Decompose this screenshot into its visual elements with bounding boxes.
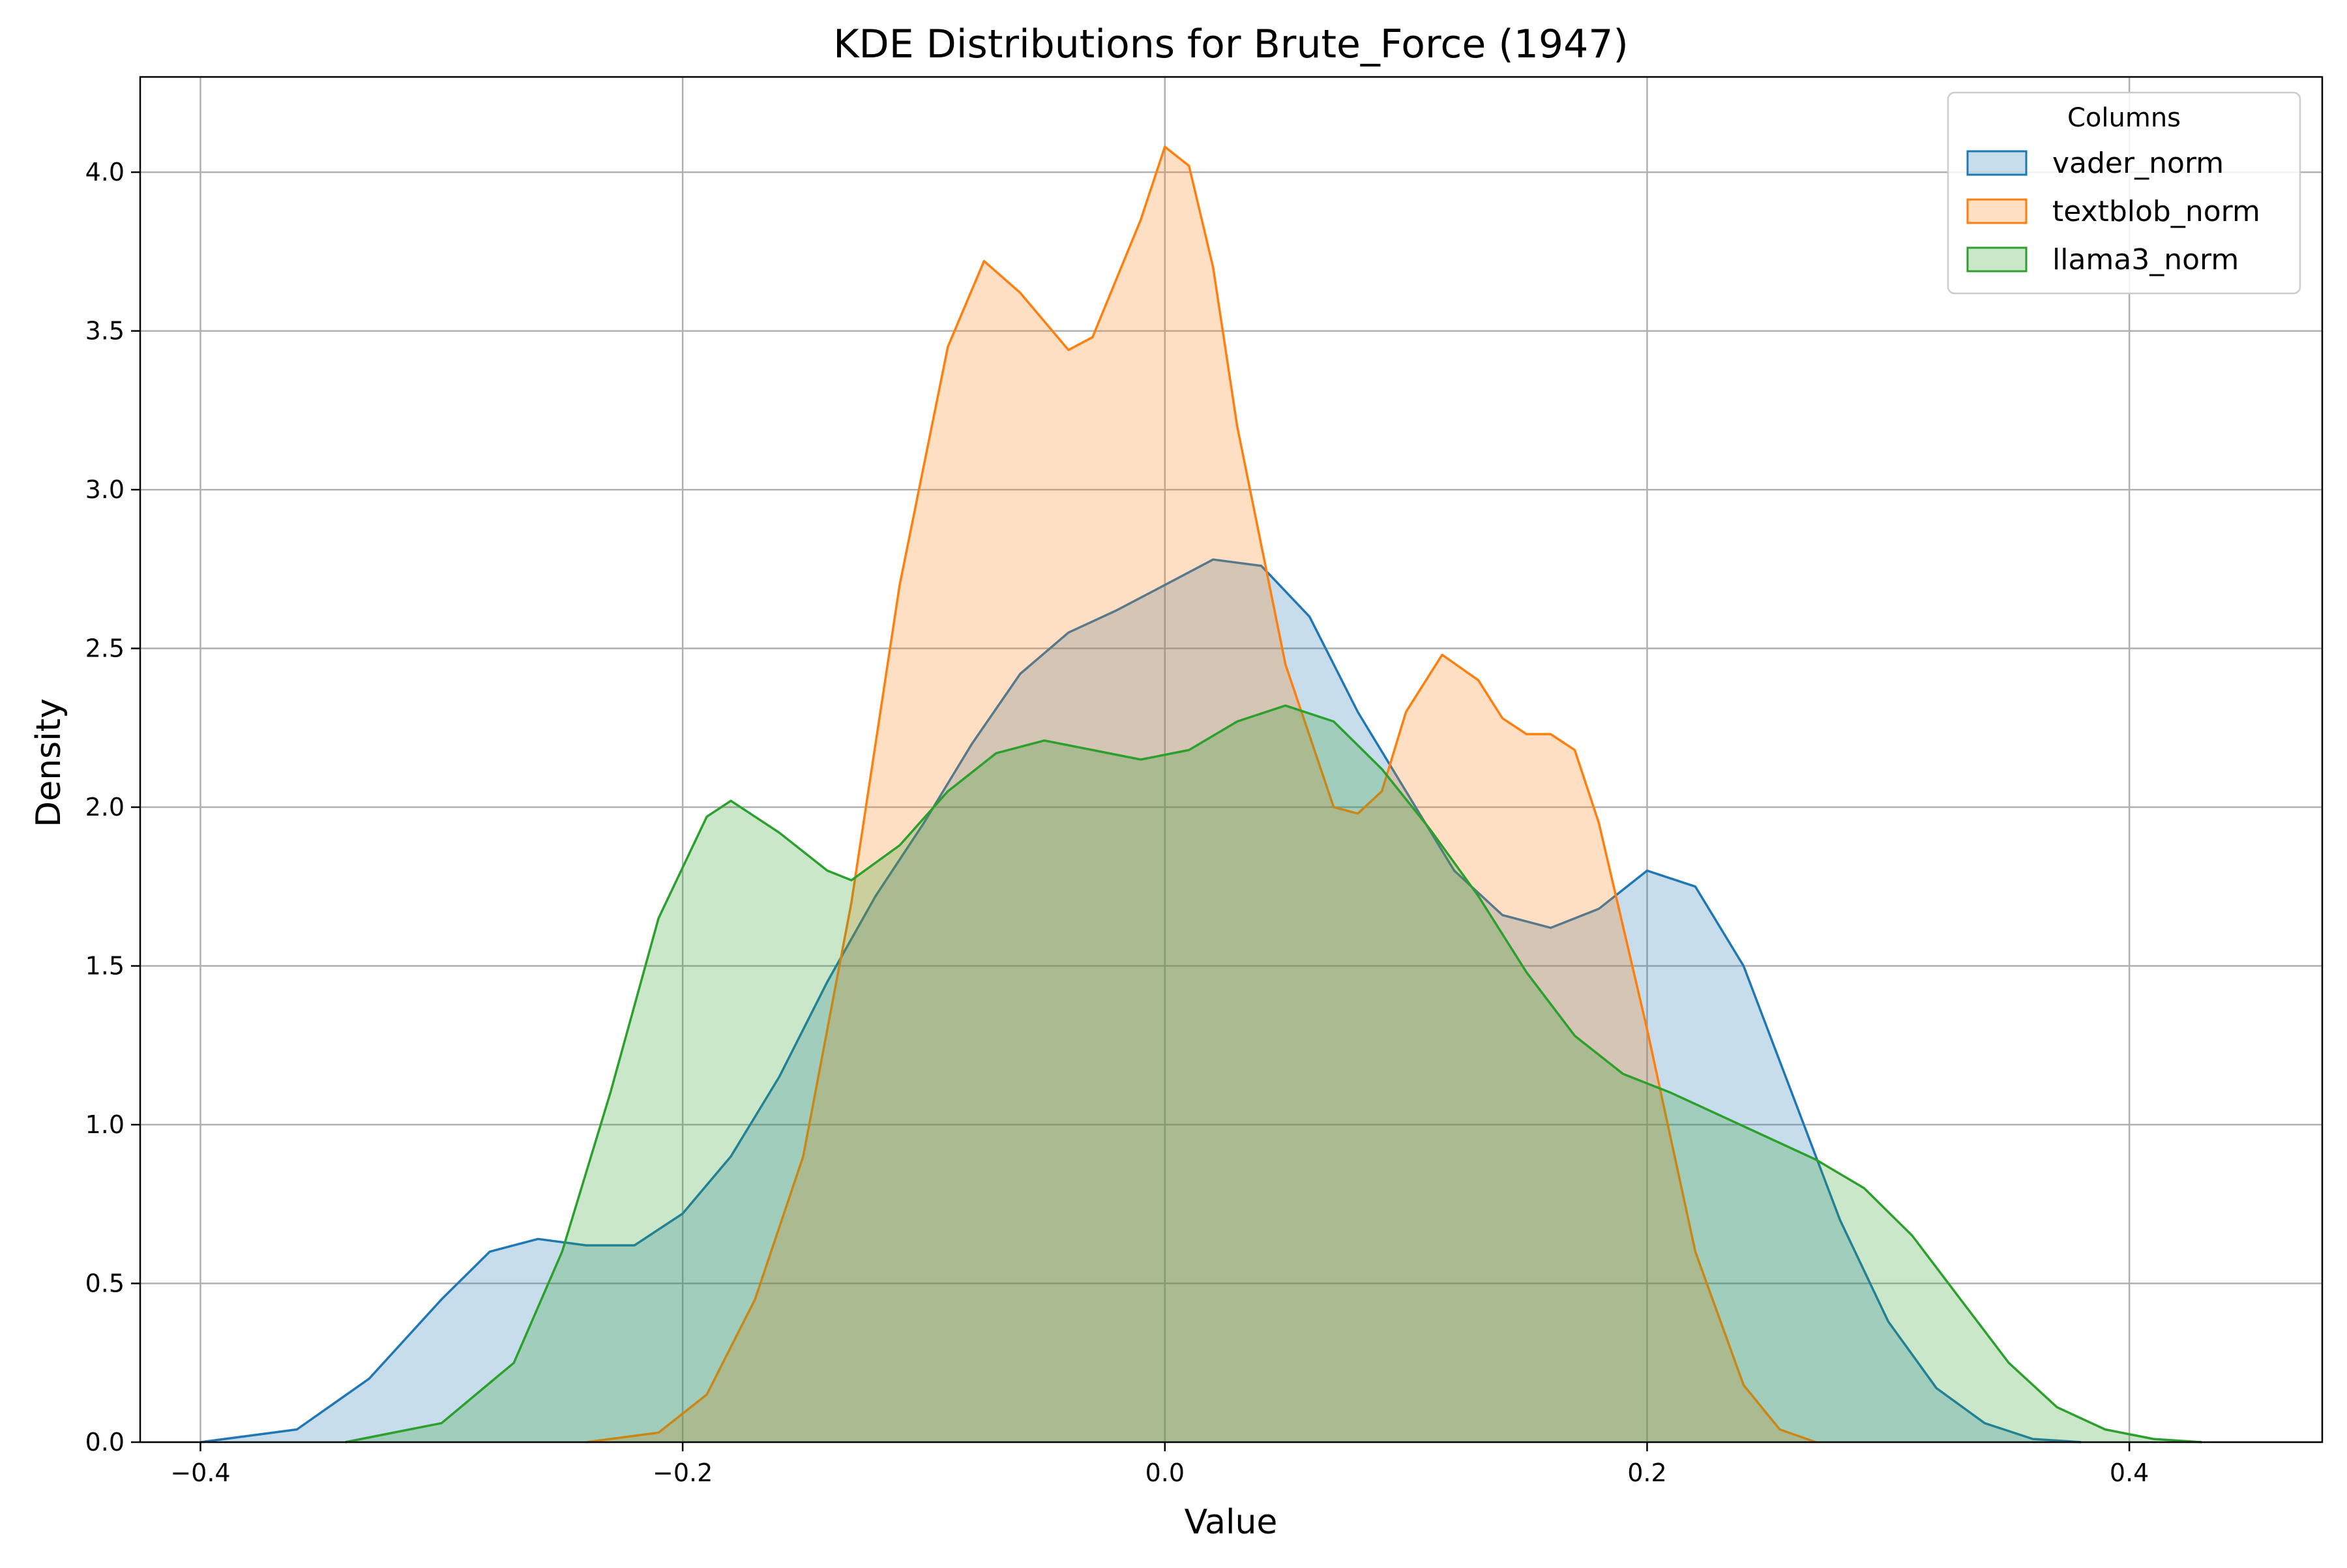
legend-entries: vader_norm textblob_norm llama3_norm — [1966, 147, 2260, 276]
line-vader_norm — [200, 558, 2082, 1443]
chart-title: KDE Distributions for Brute_Force (1947) — [833, 22, 1629, 67]
y-tick-label: 3.0 — [85, 475, 125, 504]
series-llama3_norm — [345, 704, 2202, 1443]
legend-label-textblob_norm: textblob_norm — [2052, 195, 2260, 228]
y-tick-label: 0.0 — [85, 1428, 125, 1457]
y-axis-label: Density — [29, 698, 68, 827]
x-tick-label: 0.4 — [2110, 1458, 2149, 1487]
x-axis-label: Value — [1185, 1503, 1278, 1542]
legend-label-llama3_norm: llama3_norm — [2052, 243, 2239, 276]
y-tick-label: 1.5 — [85, 952, 125, 981]
area-textblob_norm — [586, 147, 1816, 1443]
legend: Columns vader_norm textblob_norm llama3_no… — [1947, 91, 2301, 295]
y-tick-label: 0.5 — [85, 1269, 125, 1298]
area-llama3_norm — [345, 705, 2202, 1442]
grid-layer — [140, 77, 2322, 1443]
plot-frame — [139, 76, 2324, 1443]
series-vader_norm — [200, 558, 2082, 1443]
x-tick-label: −0.4 — [170, 1458, 230, 1487]
line-llama3_norm — [345, 704, 2202, 1443]
series-layer — [200, 145, 2202, 1443]
x-tick-label: 0.0 — [1145, 1458, 1185, 1487]
legend-swatch-llama3_norm — [1966, 246, 2028, 273]
line-textblob_norm — [585, 145, 1816, 1443]
series-textblob_norm — [585, 145, 1816, 1443]
legend-label-vader_norm: vader_norm — [2052, 147, 2224, 180]
y-tick-label: 2.0 — [85, 793, 125, 821]
x-tick-label: 0.2 — [1627, 1458, 1666, 1487]
tick-layer: −0.4 −0.2 0.0 0.2 0.4 0.0 0.5 1.0 1.5 2.0 2.5 3.0 3.… — [85, 158, 2149, 1487]
y-tick-label: 2.5 — [85, 634, 125, 663]
x-tick-label: −0.2 — [653, 1458, 713, 1487]
legend-title: Columns — [2067, 103, 2181, 133]
legend-swatch-vader_norm — [1966, 150, 2028, 176]
legend-box — [1947, 91, 2301, 295]
y-tick-label: 3.5 — [85, 317, 125, 346]
y-tick-label: 1.0 — [85, 1110, 125, 1139]
legend-swatch-textblob_norm — [1966, 198, 2028, 224]
y-tick-label: 4.0 — [85, 158, 125, 186]
